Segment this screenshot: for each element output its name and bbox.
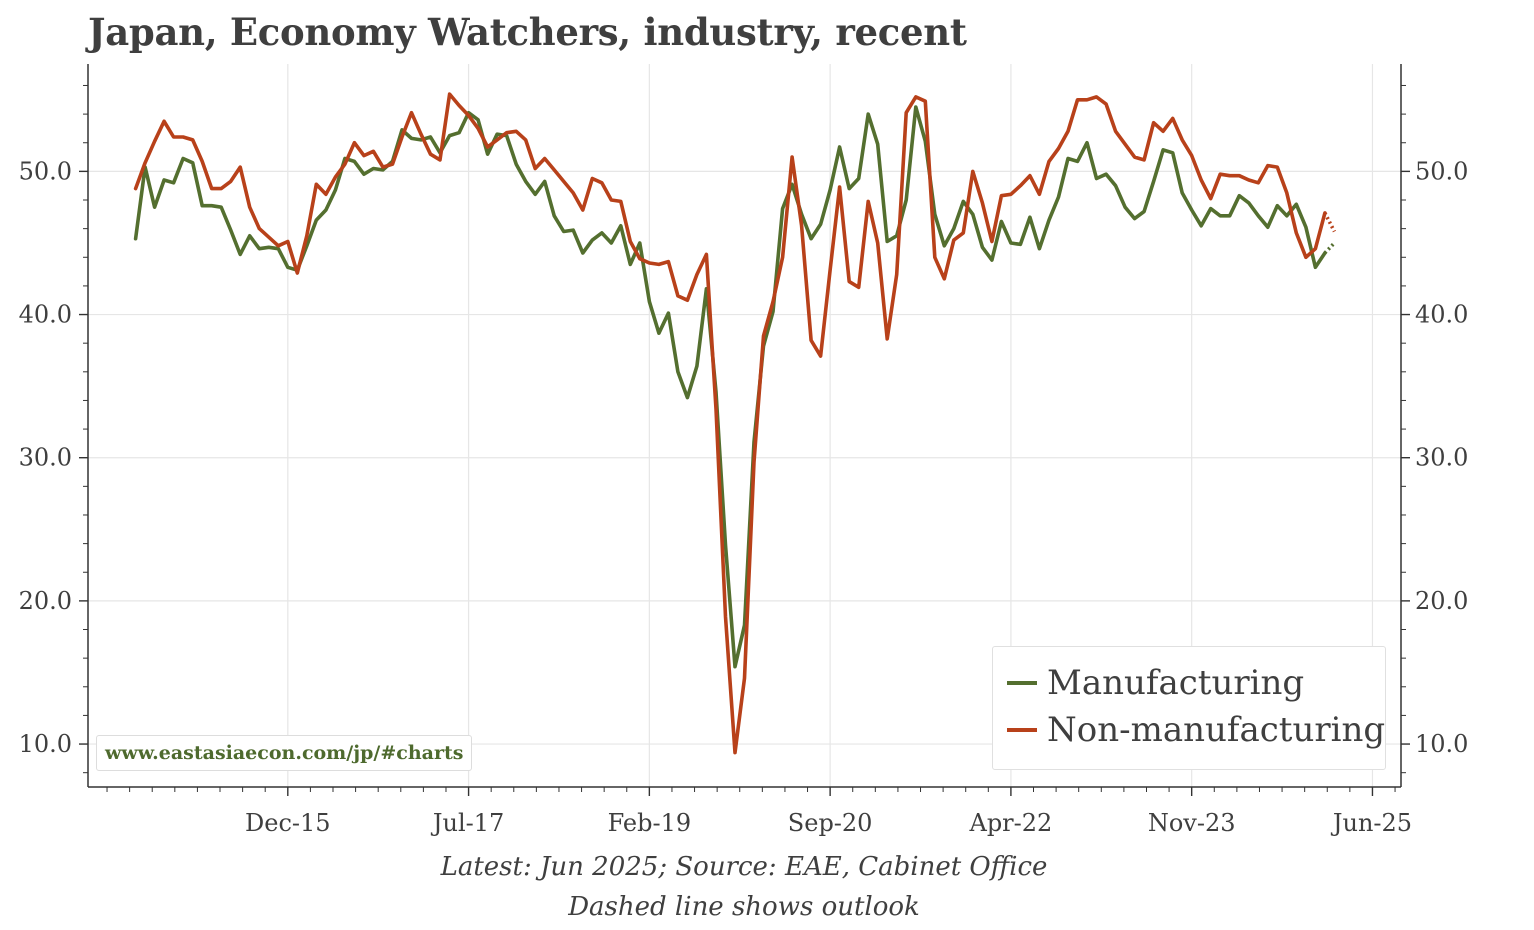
x-tick-label: Feb-19 <box>608 809 692 837</box>
legend-label-non-manufacturing: Non-manufacturing <box>1047 710 1386 750</box>
x-tick-label: Apr-22 <box>968 809 1052 837</box>
y-tick-label-left: 20.0 <box>19 587 72 615</box>
x-tick-label: Jun-25 <box>1330 809 1412 837</box>
series-line-non-manufacturing <box>133 92 1327 755</box>
legend-swatch-non-manufacturing <box>1007 728 1037 732</box>
y-tick-label-right: 30.0 <box>1415 444 1468 472</box>
chart-title: Japan, Economy Watchers, industry, recen… <box>88 10 967 54</box>
legend-swatch-manufacturing <box>1007 681 1037 685</box>
y-tick-label-left: 50.0 <box>19 157 72 185</box>
y-tick-label-right: 50.0 <box>1415 157 1468 185</box>
y-tick-label-left: 40.0 <box>19 301 72 329</box>
legend-item-non-manufacturing: Non-manufacturing <box>1007 710 1385 750</box>
legend-label-manufacturing: Manufacturing <box>1047 663 1305 703</box>
watermark-link[interactable]: www.eastasiaecon.com/jp/#charts <box>96 735 473 771</box>
outlook-line-manufacturing <box>1323 241 1336 255</box>
outlook-note: Dashed line shows outlook <box>568 892 920 922</box>
x-tick-label: Sep-20 <box>788 809 873 837</box>
y-tick-label-left: 30.0 <box>19 444 72 472</box>
legend-item-manufacturing: Manufacturing <box>1007 663 1304 703</box>
series-layer <box>133 92 1337 755</box>
source-note: Latest: Jun 2025; Source: EAE, Cabinet O… <box>440 852 1048 882</box>
x-tick-label: Nov-23 <box>1148 809 1236 837</box>
y-tick-label-right: 20.0 <box>1415 587 1468 615</box>
y-tick-label-right: 40.0 <box>1415 301 1468 329</box>
chart-legend: Manufacturing Non-manufacturing <box>992 646 1386 770</box>
outlook-line-non-manufacturing <box>1323 212 1337 233</box>
x-tick-label: Jul-17 <box>430 809 504 837</box>
x-tick-label: Dec-15 <box>245 809 331 837</box>
y-tick-label-right: 10.0 <box>1415 730 1468 758</box>
axes: 10.0 10.0 20.0 20.0 30.0 30.0 40.0 40.0 50.0 50.0… <box>19 64 1468 837</box>
y-tick-label-left: 10.0 <box>19 730 72 758</box>
series-line-manufacturing <box>133 105 1327 669</box>
